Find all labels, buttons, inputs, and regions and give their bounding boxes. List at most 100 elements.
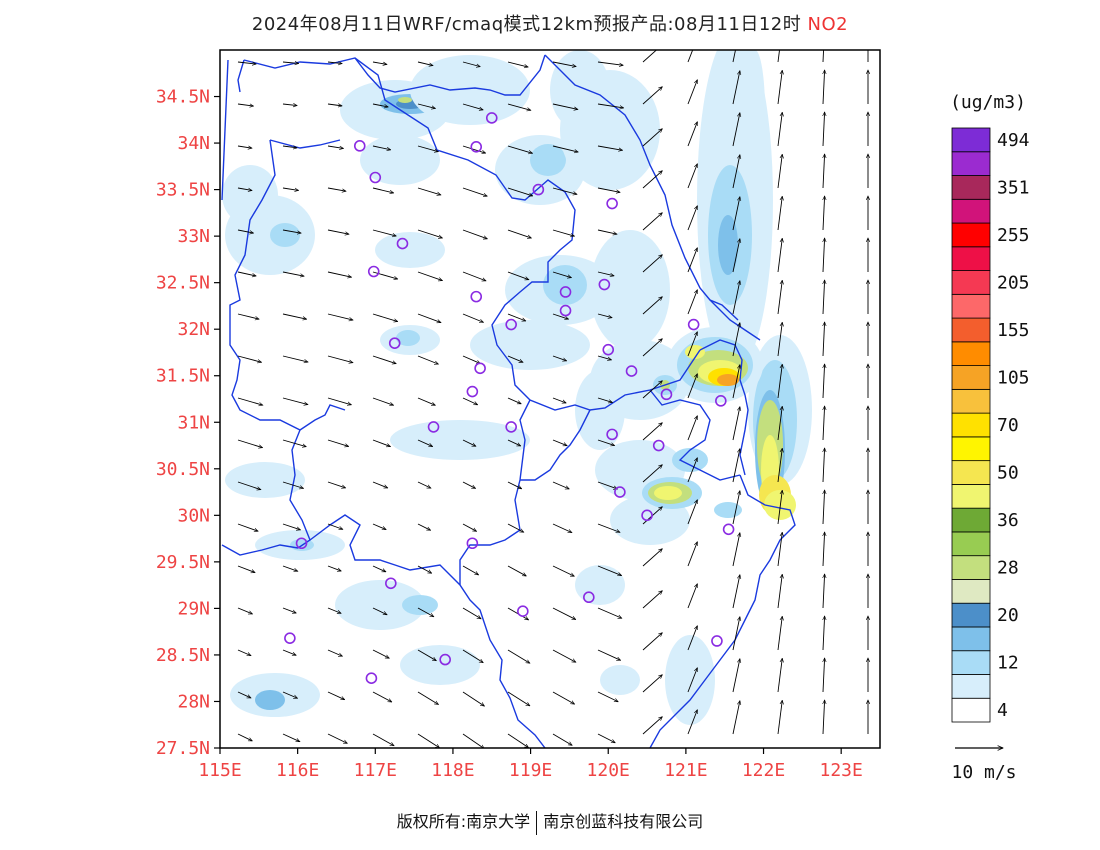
wind-arrow bbox=[417, 271, 442, 281]
wind-scale: 10 m/s bbox=[951, 748, 1017, 783]
legend-label: 70 bbox=[997, 415, 1019, 436]
footer-right: 南京创蓝科技有限公司 bbox=[543, 812, 704, 831]
station-marker bbox=[715, 395, 727, 407]
wind-arrow bbox=[462, 313, 483, 322]
wind-arrow bbox=[417, 439, 433, 447]
wind-arrow bbox=[327, 439, 349, 446]
lat-tick-label: 30N bbox=[177, 505, 210, 526]
legend-label: 50 bbox=[997, 463, 1019, 484]
wind-arrow bbox=[823, 364, 825, 399]
wind-arrow bbox=[327, 481, 346, 488]
wind-arrow bbox=[552, 481, 569, 490]
station-marker bbox=[614, 486, 626, 498]
wind-arrow bbox=[687, 248, 697, 273]
wind-arrow bbox=[372, 355, 396, 364]
station-marker bbox=[470, 140, 483, 153]
wind-arrow bbox=[282, 649, 296, 655]
wind-arrow bbox=[372, 229, 396, 236]
legend-swatch bbox=[951, 650, 991, 675]
province-boundaries bbox=[221, 54, 796, 748]
station-marker bbox=[466, 537, 479, 550]
wind-arrow bbox=[327, 104, 342, 106]
legend-label: 12 bbox=[997, 653, 1019, 674]
wind-arrow bbox=[327, 187, 346, 191]
station-marker bbox=[485, 112, 498, 124]
wind-arrow bbox=[237, 481, 261, 490]
wind-arrow bbox=[417, 691, 438, 705]
wind-arrow bbox=[642, 423, 662, 441]
lon-tick-label: 118E bbox=[431, 760, 474, 781]
wind-arrow bbox=[597, 271, 614, 276]
wind-arrow bbox=[327, 565, 341, 571]
wind-arrow bbox=[462, 145, 486, 153]
wind-arrow bbox=[507, 523, 524, 533]
wind-arrow bbox=[372, 397, 394, 405]
station-marker bbox=[474, 362, 486, 375]
title-main: 2024年08月11日WRF/cmaq模式12km预报产品:08月11日12时 bbox=[251, 14, 802, 35]
lon-tick-label: 120E bbox=[587, 760, 630, 781]
wind-arrow bbox=[282, 229, 301, 233]
wind-arrow bbox=[282, 104, 297, 106]
color-legend: (ug/m3) 4 12 20 28 36 50 70 105 155 205 255 351 494 bbox=[950, 92, 1030, 723]
legend-label: 20 bbox=[997, 605, 1019, 626]
wind-arrow bbox=[507, 229, 531, 238]
wind-arrow bbox=[687, 374, 697, 399]
wind-vectors bbox=[237, 50, 868, 748]
wind-arrow bbox=[417, 229, 442, 238]
wind-arrow bbox=[372, 649, 389, 659]
wind-arrow bbox=[732, 659, 740, 693]
wind-arrow bbox=[327, 397, 351, 405]
legend-swatch bbox=[951, 388, 991, 414]
wind-arrow bbox=[597, 481, 617, 489]
wind-arrow bbox=[417, 733, 440, 748]
wind-arrow bbox=[507, 397, 521, 405]
wind-arrow bbox=[687, 668, 697, 693]
legend-label: 155 bbox=[997, 320, 1030, 341]
wind-arrow bbox=[552, 61, 576, 67]
wind-arrow bbox=[462, 103, 483, 110]
wind-arrow bbox=[462, 61, 480, 67]
wind-arrow bbox=[552, 649, 576, 663]
station-marker bbox=[396, 237, 409, 250]
lat-tick-label: 32N bbox=[177, 319, 210, 340]
wind-arrow bbox=[687, 626, 697, 651]
wind-arrow bbox=[597, 565, 622, 576]
wind-arrow bbox=[777, 112, 782, 147]
wind-arrow bbox=[732, 701, 740, 735]
wind-arrow bbox=[687, 206, 697, 231]
wind-arrow bbox=[237, 691, 251, 699]
legend-swatch bbox=[951, 697, 991, 723]
lon-tick-label: 116E bbox=[276, 760, 319, 781]
wind-arrow bbox=[597, 103, 624, 108]
wind-arrow bbox=[777, 364, 782, 399]
wind-arrow bbox=[597, 355, 611, 360]
wind-arrow bbox=[327, 691, 345, 701]
lat-tick-label: 30.5N bbox=[156, 459, 210, 480]
wind-arrow bbox=[777, 406, 782, 441]
wind-arrow bbox=[327, 733, 347, 744]
map-plot-area bbox=[219, 49, 881, 749]
wind-arrow bbox=[823, 238, 825, 273]
wind-arrow bbox=[237, 355, 262, 362]
wind-arrow bbox=[823, 112, 825, 147]
wind-arrow bbox=[462, 229, 487, 239]
wind-arrow bbox=[597, 523, 620, 532]
wind-arrow bbox=[687, 584, 697, 609]
wind-arrow bbox=[642, 87, 662, 105]
wind-arrow bbox=[687, 50, 694, 63]
wind-arrow bbox=[552, 313, 569, 319]
monitoring-stations bbox=[284, 112, 735, 685]
wind-arrow bbox=[507, 61, 528, 67]
wind-arrow bbox=[327, 229, 349, 234]
station-marker bbox=[687, 318, 700, 331]
wind-arrow bbox=[462, 355, 480, 364]
wind-arrow bbox=[237, 104, 254, 106]
wind-arrow bbox=[732, 617, 740, 651]
wind-arrow bbox=[642, 717, 662, 735]
legend-swatch bbox=[951, 602, 991, 628]
wind-arrow bbox=[462, 481, 476, 489]
wind-arrow bbox=[597, 733, 615, 744]
legend-swatch bbox=[951, 555, 991, 580]
concentration-field bbox=[222, 50, 812, 725]
wind-arrow bbox=[552, 103, 578, 109]
